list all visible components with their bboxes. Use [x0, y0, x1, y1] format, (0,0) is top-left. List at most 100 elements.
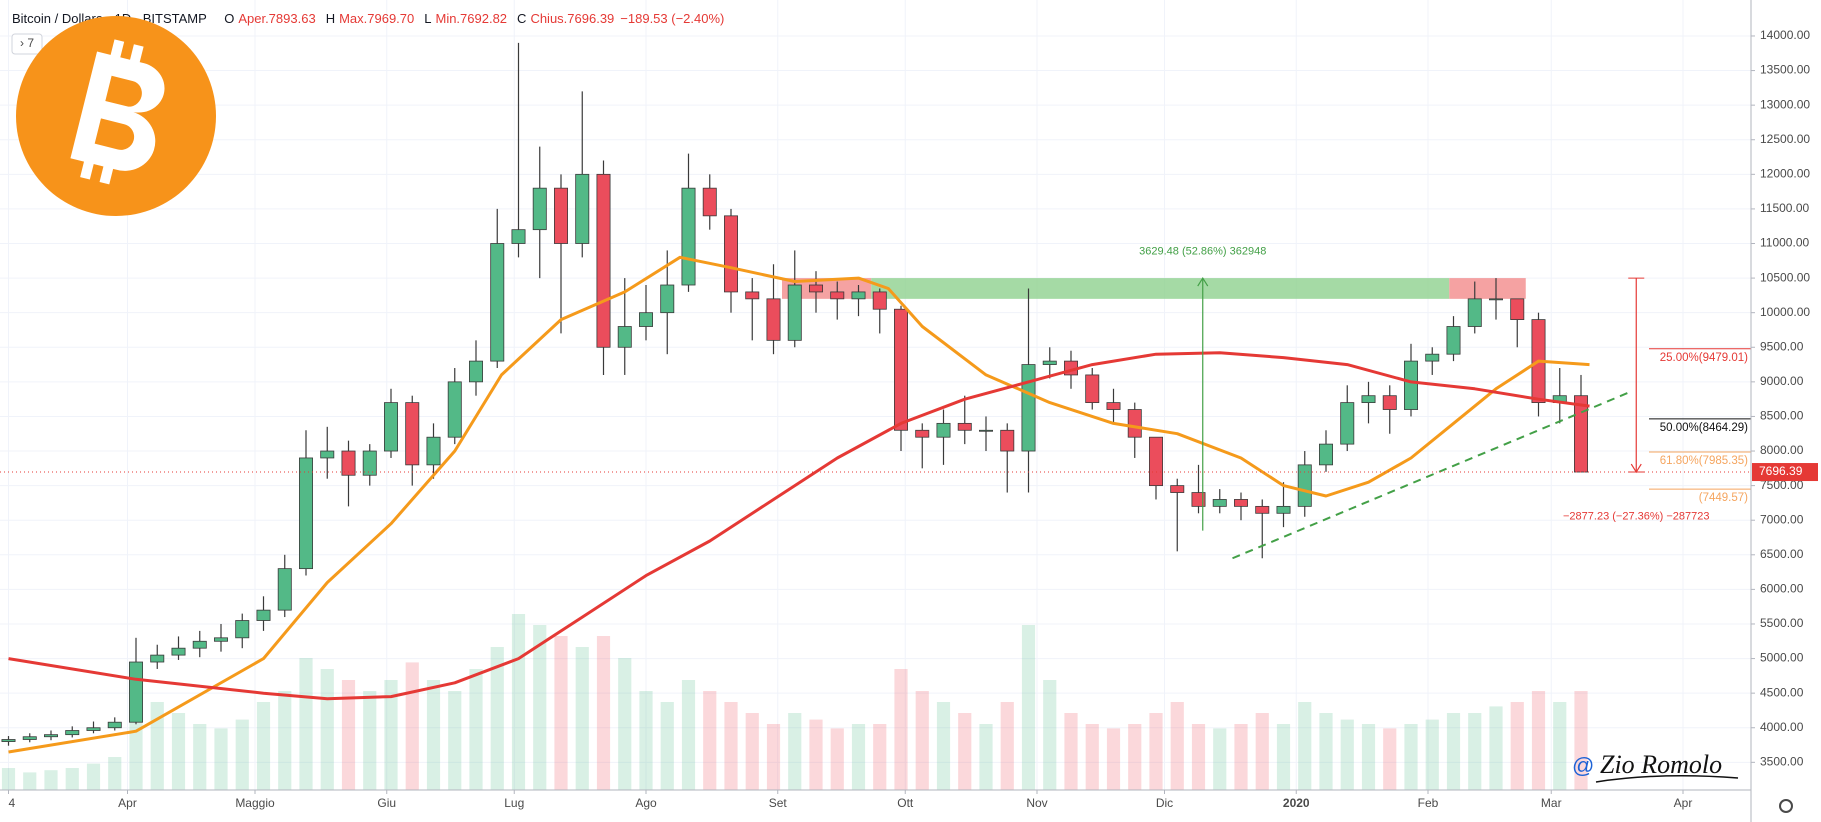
x-tick-label: Ott	[897, 796, 914, 810]
volume-bar	[193, 724, 207, 790]
volume-bar	[894, 669, 908, 790]
x-tick-label: Lug	[504, 796, 524, 810]
candle-body	[1234, 499, 1248, 507]
y-tick-label: 9000.00	[1760, 374, 1804, 388]
x-tick-label: 4	[9, 796, 16, 810]
candle-body	[787, 284, 802, 341]
volume-bar	[745, 713, 759, 790]
candle-body	[384, 402, 398, 452]
volume-bar	[86, 763, 101, 790]
volume-bar	[490, 647, 504, 790]
volume-bar	[65, 768, 79, 790]
candle-body	[745, 291, 760, 300]
candle-body	[320, 450, 335, 459]
volume-bar	[511, 614, 526, 790]
volume-bar	[660, 702, 674, 790]
x-tick-label: Mar	[1541, 796, 1562, 810]
y-tick-label: 7000.00	[1760, 512, 1804, 526]
volume-bar	[979, 724, 993, 790]
candle-body	[214, 637, 228, 642]
candle-body	[1106, 402, 1121, 410]
volume-bar	[1000, 702, 1014, 790]
field-value: Min.7692.82	[435, 11, 507, 26]
volume-bar	[235, 719, 249, 790]
candle-body	[1021, 364, 1036, 452]
volume-bar	[1043, 680, 1057, 790]
settings-icon[interactable]	[1779, 799, 1793, 813]
volume-bar	[1021, 625, 1036, 790]
volume	[1, 614, 1588, 790]
volume-bar	[873, 724, 887, 790]
volume-bar	[1446, 713, 1461, 790]
volume-bar	[1489, 706, 1503, 790]
y-tick-label: 11500.00	[1760, 201, 1809, 215]
x-tick-label: Dic	[1156, 796, 1173, 810]
volume-bar	[1234, 724, 1248, 790]
candle-body	[1510, 298, 1525, 320]
volume-bar	[936, 702, 951, 790]
candle-body	[1319, 443, 1333, 466]
volume-bar	[171, 713, 186, 790]
fib-label: 25.00%(9479.01)	[1660, 352, 1748, 364]
volume-bar	[278, 691, 292, 790]
candle-body	[362, 450, 377, 476]
volume-bar	[788, 713, 802, 790]
y-tick-label: 5000.00	[1760, 651, 1804, 665]
collapse-button[interactable]	[11, 33, 43, 55]
volume-bar	[1425, 719, 1439, 790]
volume-bar	[1106, 728, 1121, 790]
candle-body	[1489, 298, 1503, 301]
candle-body	[1425, 353, 1440, 362]
volume-bar	[618, 658, 632, 790]
candle-body	[341, 450, 356, 476]
candle-body	[1, 739, 16, 742]
volume-bar	[809, 719, 823, 790]
y-tick-label: 4500.00	[1760, 685, 1804, 699]
volume-bar	[363, 691, 377, 790]
candle-body	[1127, 409, 1142, 438]
x-tick-label: Apr	[118, 796, 137, 810]
candle-body	[1361, 395, 1376, 404]
y-tick-label: 3500.00	[1760, 755, 1804, 769]
volume-bar	[448, 691, 462, 790]
volume-bar	[1468, 713, 1482, 790]
y-tick-label: 6500.00	[1760, 547, 1804, 561]
candle-body	[1042, 360, 1057, 365]
moving-average	[8, 351, 1590, 701]
candle-body	[851, 291, 866, 300]
candle-body	[532, 187, 547, 231]
candle-body	[1170, 485, 1185, 493]
volume-bar	[384, 680, 398, 790]
candle-body	[724, 215, 738, 293]
volume-bar	[1404, 724, 1418, 790]
candle-body	[511, 229, 526, 244]
volume-bar	[915, 691, 929, 790]
field-key: C	[517, 11, 526, 26]
volume-bar	[1064, 713, 1078, 790]
candle-body	[872, 291, 887, 310]
x-tick-label: Giu	[377, 796, 396, 810]
field-value: Aper.7893.63	[238, 11, 315, 26]
measure-label: −2877.23 (−27.36%) −287723	[1563, 511, 1710, 523]
candle-body	[1276, 505, 1291, 514]
volume-bar	[44, 770, 58, 790]
x-tick-label: Nov	[1026, 796, 1047, 810]
candle-body	[405, 402, 420, 466]
candles	[1, 42, 1588, 746]
candle-body	[171, 647, 186, 656]
collapse-label[interactable]: › 7	[20, 36, 34, 50]
fib-label: 61.80%(7985.35)	[1660, 455, 1748, 467]
volume-bar	[341, 680, 356, 790]
measure-arrow	[1197, 276, 1209, 287]
volume-bar	[1170, 702, 1184, 790]
candle-body	[681, 187, 696, 286]
volume-bar	[1553, 702, 1567, 790]
y-tick-label: 10500.00	[1760, 270, 1810, 284]
volume-bar	[596, 636, 611, 790]
candle-body	[129, 661, 143, 723]
gear[interactable]	[1779, 799, 1793, 813]
x-tick-label: Feb	[1418, 796, 1439, 810]
candle-body	[490, 243, 505, 362]
y-tick-label: 11000.00	[1760, 236, 1809, 250]
candle-body	[426, 436, 441, 466]
